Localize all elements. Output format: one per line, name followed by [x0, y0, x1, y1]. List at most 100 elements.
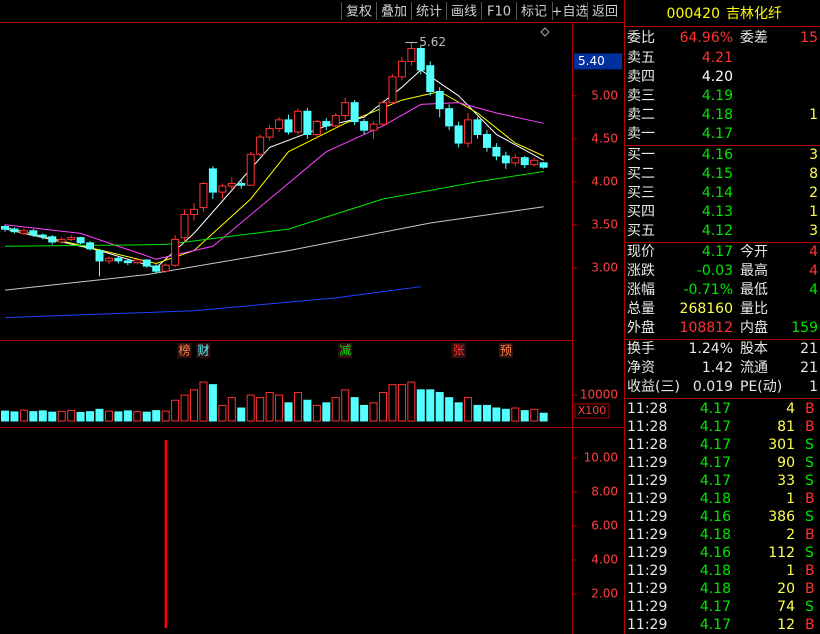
volume-bar — [133, 411, 142, 422]
moving-average-line — [4, 286, 421, 319]
stat-label: 净资 — [627, 360, 655, 376]
tick-price: 4.17 — [700, 617, 731, 633]
volume-bar — [454, 402, 463, 422]
volume-bar — [265, 391, 274, 422]
toolbar-button[interactable]: 叠加 — [381, 5, 407, 20]
candle-body — [445, 108, 454, 127]
tick-side: B — [805, 419, 815, 435]
volume-bar — [86, 411, 95, 422]
price-tick-label: 3.00 — [591, 260, 618, 274]
candle-body — [454, 125, 463, 144]
stat-label: 外盘 — [627, 319, 655, 336]
tick-price: 4.17 — [700, 437, 731, 453]
order-price: 4.19 — [702, 88, 733, 104]
candle-body — [48, 236, 57, 243]
candle-body — [501, 155, 510, 164]
candle-body — [246, 153, 255, 186]
indicator-tick-label: 10.00 — [584, 450, 618, 464]
tick-side: B — [805, 401, 815, 417]
label: 委差 — [740, 30, 768, 46]
volume-bar — [511, 407, 520, 422]
indicator-tick-label: 6.00 — [591, 518, 618, 532]
price-marker-label: 5.40 — [578, 54, 605, 68]
volume-bar — [227, 397, 236, 422]
stat-label: 涨跌 — [627, 263, 655, 279]
tick-volume: 112 — [768, 545, 795, 561]
event-tag[interactable]: 榜 — [179, 343, 191, 358]
stat-value: 21 — [800, 360, 818, 376]
tick-price: 4.17 — [700, 455, 731, 471]
volume-bar — [312, 404, 321, 422]
tick-price: 4.18 — [700, 491, 731, 507]
volume-bar — [246, 394, 255, 422]
candle-body — [19, 230, 28, 234]
stat-value: 159 — [791, 320, 818, 336]
candle-body — [95, 250, 104, 262]
candle-body — [86, 242, 95, 250]
volume-bar — [1, 410, 9, 422]
volume-bar — [492, 407, 501, 422]
candle-body — [161, 264, 170, 272]
candle-body — [397, 60, 406, 78]
candle-body — [312, 121, 321, 135]
volume-bar — [256, 397, 265, 422]
tick-price: 4.18 — [700, 563, 731, 579]
event-tag-box — [338, 343, 353, 358]
volume-bar — [95, 408, 104, 422]
tick-side: S — [805, 545, 814, 561]
toolbar-button[interactable]: 标记 — [521, 5, 547, 20]
volume-unit: X100 — [578, 404, 607, 417]
event-tag[interactable]: 减 — [339, 344, 351, 358]
volume-bar — [445, 397, 454, 422]
event-tag[interactable]: 财 — [197, 344, 209, 358]
volume-bar — [76, 411, 85, 422]
toolbar-button[interactable]: 复权 — [346, 4, 372, 20]
candle-body — [38, 234, 47, 238]
order-label: 卖二 — [627, 107, 655, 123]
tick-volume: 90 — [777, 455, 795, 471]
volume-bar — [369, 402, 378, 422]
order-volume: 3 — [809, 147, 818, 163]
order-volume: 3 — [809, 223, 818, 239]
toolbar-button[interactable]: 统计 — [416, 5, 442, 20]
candle-body — [256, 136, 265, 155]
event-tag[interactable]: 预 — [500, 344, 512, 358]
toolbar-button[interactable]: +自选 — [552, 5, 589, 20]
tick-time: 11:28 — [627, 401, 667, 417]
tick-volume: 1 — [786, 491, 795, 507]
tick-price: 4.18 — [700, 581, 731, 597]
volume-bar — [208, 384, 217, 422]
order-price: 4.18 — [702, 107, 733, 123]
tick-volume: 1 — [786, 563, 795, 579]
candle-body — [539, 162, 548, 168]
indicator-tick-label: 8.00 — [591, 484, 618, 498]
volume-bar — [171, 399, 180, 422]
candle-body — [303, 110, 312, 135]
event-tag[interactable]: 张 — [453, 344, 465, 358]
volume-bar — [435, 391, 444, 422]
stat-value: 4 — [809, 282, 818, 298]
toolbar-button[interactable]: F10 — [487, 5, 511, 20]
candle-body — [464, 119, 473, 144]
indicator-bar — [164, 439, 168, 628]
stat-label: 最高 — [740, 262, 768, 279]
stat-value: 21 — [800, 341, 818, 357]
stock-code: 000420 — [667, 6, 720, 22]
tick-time: 11:28 — [627, 419, 667, 435]
tick-time: 11:28 — [627, 437, 667, 453]
stat-label: 现价 — [627, 244, 655, 260]
tick-time: 11:29 — [627, 617, 667, 633]
volume-bar — [322, 402, 331, 422]
volume-bar — [464, 397, 473, 422]
candle-body — [265, 127, 274, 138]
volume-bar — [38, 410, 47, 422]
candle-body — [426, 65, 435, 92]
tick-time: 11:29 — [627, 473, 667, 489]
toolbar-button[interactable]: 返回 — [592, 5, 618, 20]
stat-value: 4 — [809, 244, 818, 260]
volume-bar — [142, 411, 151, 422]
volume-bar — [426, 389, 435, 422]
volume-bar — [57, 410, 66, 422]
toolbar-button[interactable]: 画线 — [451, 5, 477, 20]
